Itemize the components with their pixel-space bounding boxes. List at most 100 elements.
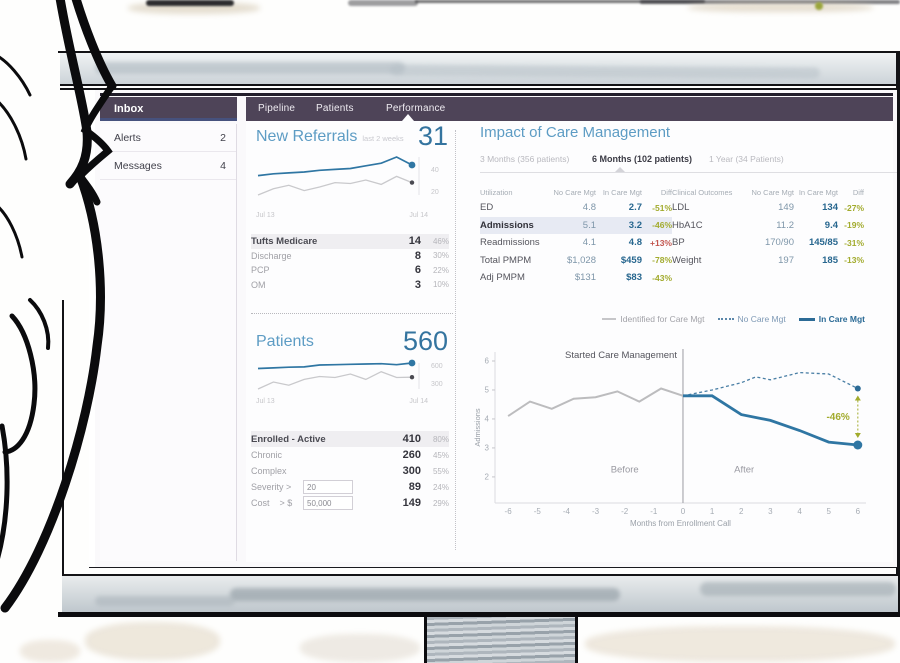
row-value: 260 (402, 449, 421, 461)
table-row[interactable]: Severity > 89 24% (251, 479, 449, 495)
svg-text:-4: -4 (563, 507, 571, 516)
tab-pipeline[interactable]: Pipeline (258, 103, 296, 114)
sketch-smudge (20, 640, 80, 662)
svg-text:Started Care Management: Started Care Management (565, 350, 677, 361)
monitor-bottom-line (62, 574, 898, 576)
tab-3-months[interactable]: 3 Months (356 patients) (480, 154, 570, 164)
table-row[interactable]: BP 170/90 145/85 -31% (672, 234, 864, 252)
row-value: 6 (414, 264, 421, 277)
sketch-smudge (300, 634, 420, 662)
table-row[interactable]: HbA1C 11.2 9.4 -19% (672, 217, 864, 235)
sidebar: Alerts 2 Messages 4 (100, 124, 237, 561)
legend-item: No Care Mgt (717, 314, 786, 324)
patients-title-text: Patients (256, 333, 314, 350)
row-value: 14 (408, 235, 421, 248)
patients-sparkline (257, 359, 420, 390)
count-badge: 2 (220, 131, 226, 144)
tab-6-months[interactable]: 6 Months (102 patients) (592, 154, 693, 164)
x-end-label: Jul 14 (409, 212, 428, 219)
table-row-selected[interactable]: Admissions 5.1 3.2 -46% (480, 216, 672, 234)
count-badge: 4 (220, 159, 226, 172)
no-care-value: 170/90 (764, 237, 794, 249)
diff-value: -27% (844, 202, 864, 213)
table-row[interactable]: Tufts Medicare 14 46% (251, 234, 449, 249)
patients-table: Enrolled - Active 410 80% Chronic 260 45… (251, 431, 449, 511)
table-row[interactable]: Complex 300 55% (251, 463, 449, 479)
tab-patients[interactable]: Patients (316, 103, 354, 114)
tab-performance[interactable]: Performance (386, 103, 446, 114)
cost-input[interactable] (303, 496, 353, 510)
svg-text:-46%: -46% (826, 412, 849, 423)
monitor-right-edge (896, 51, 900, 617)
row-label: Readmissions (480, 237, 540, 249)
sketch-dot (815, 2, 823, 10)
impact-title: Impact of Care Management (480, 124, 671, 141)
legend-label: Identified for Care Mgt (620, 314, 705, 324)
bezel-shading (95, 596, 235, 606)
table-row[interactable]: Chronic 260 45% (251, 447, 449, 463)
col-header: Clinical Outcomes (672, 188, 733, 197)
referrals-subtitle: last 2 weeks (362, 134, 404, 143)
tab-1-year[interactable]: 1 Year (34 Patients) (709, 154, 784, 164)
jaw-stroke (0, 423, 10, 559)
no-care-value: 4.1 (582, 237, 596, 249)
clinical-table: Clinical Outcomes No Care Mgt In Care Mg… (672, 186, 864, 269)
table-row[interactable]: Discharge 8 30% (251, 249, 449, 264)
table-row[interactable]: PCP 6 22% (251, 263, 449, 278)
diff-value: -43% (652, 272, 672, 283)
sidebar-item-alerts[interactable]: Alerts 2 (100, 124, 236, 152)
table-row[interactable]: Weight 197 185 -13% (672, 252, 864, 270)
svg-text:4: 4 (797, 507, 802, 516)
severity-input[interactable] (303, 480, 353, 494)
row-label: Weight (672, 254, 702, 266)
sidebar-title: Inbox (114, 103, 144, 115)
referrals-value: 31 (417, 121, 448, 151)
table-row[interactable]: Adj PMPM $131 $83 -43% (480, 269, 672, 287)
no-care-value: 4.8 (582, 202, 596, 214)
in-care-value: $459 (620, 254, 642, 266)
row-label: Admissions (480, 219, 534, 231)
svg-text:1: 1 (710, 507, 715, 516)
in-care-value: 134 (822, 202, 838, 214)
legend-item: In Care Mgt (798, 314, 865, 324)
svg-text:-3: -3 (592, 507, 600, 516)
table-row[interactable]: Total PMPM $1,028 $459 -78% (480, 252, 672, 270)
row-label: LDL (672, 202, 690, 214)
sidebar-item-label: Messages (114, 159, 162, 172)
dashboard-screen: Inbox Alerts 2 Messages 4 Pipeline Patie… (95, 90, 897, 567)
sketch-smudge (85, 622, 220, 660)
sidebar-header: Inbox (100, 97, 237, 121)
col-header: No Care Mgt (751, 188, 794, 197)
diff-value: -19% (844, 220, 864, 231)
row-pct: 46% (432, 236, 449, 246)
sketch-smudge (688, 3, 873, 12)
chart-legend: Identified for Care Mgt No Care Mgt In C… (595, 314, 865, 324)
table-row[interactable]: ED 4.8 2.7 -51% (480, 199, 672, 217)
monitor-bezel-line (60, 84, 900, 86)
active-tab-caret (615, 167, 625, 172)
sketch-mark (640, 0, 900, 4)
table-row[interactable]: LDL 149 134 -27% (672, 199, 864, 217)
table-row[interactable]: OM 3 10% (251, 278, 449, 293)
hair-stroke (55, 0, 92, 189)
svg-text:Before: Before (611, 465, 639, 476)
table-row[interactable]: Readmissions 4.1 4.8 +13% (480, 234, 672, 252)
col-header: No Care Mgt (553, 188, 596, 197)
axis-label: 300 (431, 381, 443, 388)
monitor-left-edge (62, 300, 64, 614)
row-label: Complex (251, 466, 287, 476)
legend-label: In Care Mgt (818, 314, 865, 324)
table-row[interactable]: Enrolled - Active 410 80% (251, 431, 449, 447)
table-header: Clinical Outcomes No Care Mgt In Care Mg… (672, 186, 864, 199)
axis-label: 20 (431, 189, 439, 196)
table-row[interactable]: Cost > $ 149 29% (251, 495, 449, 511)
svg-text:-1: -1 (650, 507, 658, 516)
card-divider (251, 313, 453, 314)
sidebar-item-messages[interactable]: Messages 4 (100, 152, 236, 180)
row-label: Severity > (251, 482, 292, 492)
row-value: 149 (402, 497, 421, 509)
axis-label: 600 (431, 363, 443, 370)
dotted-line-swatch-icon (717, 318, 734, 320)
svg-text:3: 3 (485, 443, 490, 452)
